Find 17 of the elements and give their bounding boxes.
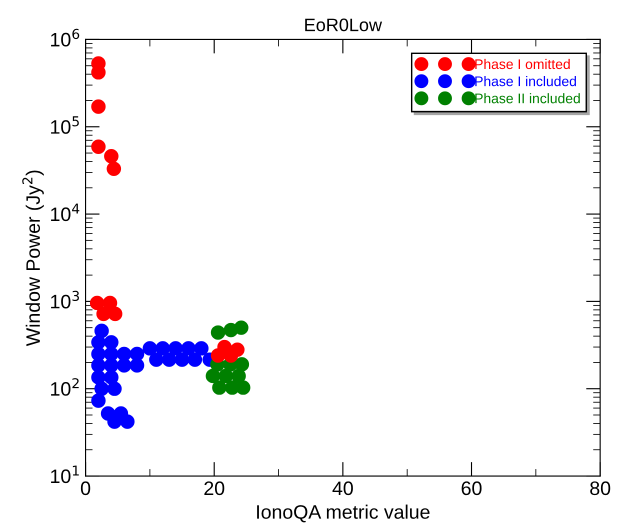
x-tick-label: 40 — [332, 481, 353, 496]
x-tick-label: 80 — [590, 481, 610, 496]
x-tick-label: 0 — [80, 481, 90, 496]
x-tick-label: 20 — [204, 481, 224, 496]
y-tick-label: 10$^{4}$ — [51, 204, 80, 222]
y-tick-label: 10$^{2}$ — [51, 378, 79, 396]
legend-label: Phase I omitted — [475, 58, 570, 70]
y-tick-label: 10$^{3}$ — [51, 290, 79, 308]
y-tick-label: 10$^{1}$ — [51, 466, 79, 484]
x-tick-label: 60 — [462, 481, 482, 496]
x-axis-title: IonoQA metric value — [257, 504, 430, 522]
y-axis-title: Window Power (Jy$^{2}$) — [22, 170, 44, 346]
chart-title: EoR0Low — [305, 18, 382, 32]
y-tick-label: 10$^{5}$ — [51, 116, 79, 134]
legend-label: Phase I included — [475, 76, 576, 86]
legend-label: Phase II included — [475, 93, 580, 104]
y-tick-label: 10$^{6}$ — [51, 28, 80, 47]
